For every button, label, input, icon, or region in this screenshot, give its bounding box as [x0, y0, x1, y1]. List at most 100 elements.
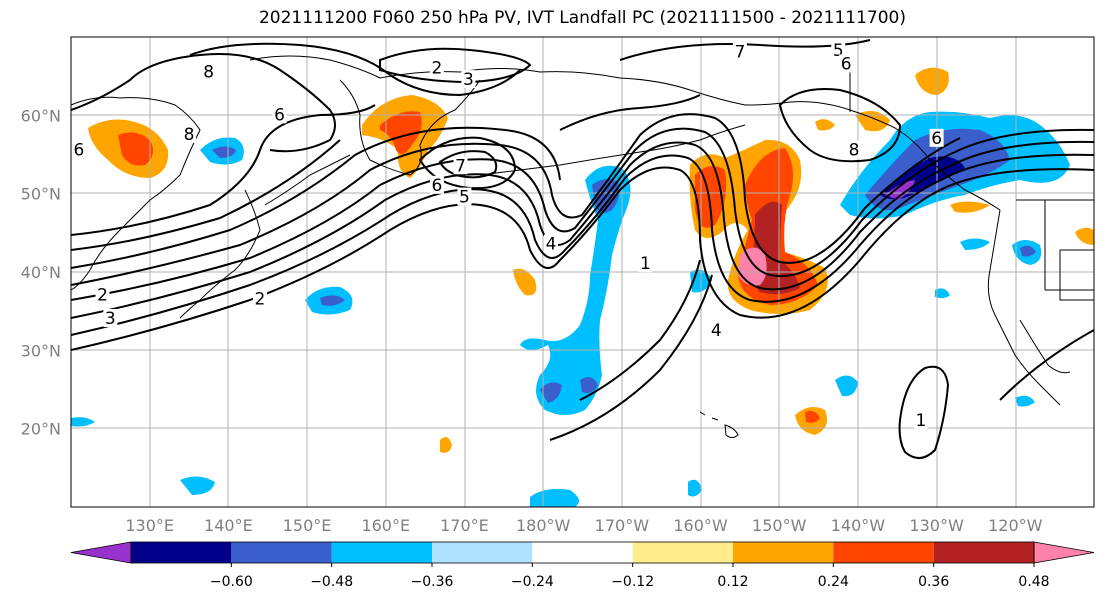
lon-tick-label: 120°W: [988, 516, 1043, 535]
contour-label: 5: [833, 41, 844, 61]
pv-negative-extreme: [885, 180, 915, 200]
contour-label-bg: [929, 128, 944, 147]
pv-positive-region: [1075, 227, 1094, 245]
colorbar-frame: [130, 541, 1035, 564]
pv-negative-region: [688, 479, 702, 497]
lon-tick-label: 150°W: [752, 516, 807, 535]
pv-negative-region: [960, 238, 990, 250]
contour-label-bg: [71, 140, 86, 159]
contour-line: [898, 365, 950, 459]
pv-negative-core: [1020, 245, 1036, 257]
latitude-labels: 20°N 30°N 40°N 50°N 60°N: [21, 106, 61, 438]
contour-line: [71, 153, 1094, 336]
contour-label: 4: [546, 235, 557, 255]
contour-label-bg: [913, 410, 928, 429]
colorbar: −0.60 −0.48 −0.36 −0.24 −0.12 0.12 0.24 0.36 0.4…: [70, 541, 1095, 590]
contour-line: [71, 139, 341, 251]
contour-line: [71, 113, 961, 286]
contour-label-bg: [461, 70, 476, 89]
colorbar-tick-label: 0.36: [918, 574, 949, 590]
contour-line: [418, 136, 517, 190]
lon-tick-label: 140°E: [204, 516, 253, 535]
lon-tick-label: 180°W: [516, 516, 571, 535]
us-states: [1044, 200, 1094, 301]
contour-label: 8: [849, 141, 860, 161]
contour-label: 6: [931, 129, 942, 149]
contour-label: 2: [254, 289, 265, 309]
pv-negative-region: [71, 417, 95, 427]
gridlines: [71, 37, 1094, 507]
pv-negative-region: [180, 476, 215, 495]
pv-positive-core: [805, 410, 820, 423]
lon-tick-label: 150°E: [283, 516, 332, 535]
contour-label-bg: [457, 187, 472, 206]
pv-positive-core: [380, 111, 422, 154]
kamchatka-coast: [339, 79, 481, 176]
contour-label-bg: [709, 320, 724, 339]
lat-tick-label: 60°N: [21, 106, 61, 125]
colorbar-segment: [733, 542, 834, 563]
pv-negative-core: [580, 376, 598, 394]
contour-label: 6: [432, 176, 443, 196]
contour-label-bg: [201, 62, 216, 81]
pv-positive-region: [915, 67, 949, 95]
asia-coast: [71, 96, 201, 291]
lat-tick-label: 20°N: [21, 420, 61, 439]
contour-label-bg: [429, 58, 444, 77]
contour-label: 6: [73, 141, 84, 161]
colorbar-tick-label: −0.36: [411, 574, 454, 590]
colorbar-segment: [833, 542, 934, 563]
pv-negative-region: [835, 375, 858, 397]
lat-tick-label: 30°N: [21, 341, 61, 360]
contour-label-bg: [839, 54, 854, 73]
pv-positive-region: [815, 119, 835, 131]
contour-label: 8: [184, 125, 195, 145]
map-frame: [70, 36, 1095, 508]
aleutian-chain: [479, 124, 746, 176]
pv-negative-core: [540, 382, 562, 403]
height-contours: [71, 39, 1094, 459]
canada-border: [849, 65, 1094, 201]
lon-tick-label: 160°W: [673, 516, 728, 535]
contour-label: 5: [459, 188, 470, 208]
contour-label-bg: [429, 175, 444, 194]
contour-label: 1: [640, 254, 651, 274]
contour-label: 2: [97, 286, 108, 306]
lat-tick-label: 50°N: [21, 185, 61, 204]
contour-line: [549, 274, 713, 441]
pv-positive-region: [440, 436, 452, 453]
colorbar-tick-label: 0.12: [717, 574, 748, 590]
contour-line: [778, 88, 902, 163]
colorbar-tick-label: −0.48: [310, 574, 353, 590]
pv-negative-region: [520, 165, 631, 415]
chart-title: 2021111200 F060 250 hPa PV, IVT Landfall…: [258, 8, 906, 28]
colorbar-segment: [331, 542, 432, 563]
lat-tick-label: 40°N: [21, 263, 61, 282]
lon-tick-label: 130°W: [909, 516, 964, 535]
contour-line: [71, 127, 1094, 301]
contour-label: 6: [274, 105, 285, 125]
contour-label: 1: [915, 411, 926, 431]
colorbar-tick-label: 0.24: [818, 574, 849, 590]
colorbar-tick-label: −0.12: [611, 574, 654, 590]
contour-label: 7: [455, 156, 466, 176]
colorbar-tick-label: −0.24: [511, 574, 554, 590]
contour-label: 3: [105, 309, 116, 329]
na-west-coast: [987, 209, 1061, 406]
colorbar-segment: [432, 542, 533, 563]
pv-negative-region: [1015, 395, 1035, 407]
contour-label-bg: [103, 309, 118, 327]
colorbar-tick-label: −0.60: [210, 574, 253, 590]
contour-label: 8: [203, 62, 214, 82]
contour-label-bg: [846, 140, 861, 159]
contour-line: [71, 166, 1094, 351]
contour-line: [579, 259, 701, 401]
contour-line: [438, 150, 498, 179]
contour-line: [71, 140, 1094, 319]
pv-positive-region: [513, 268, 537, 296]
pv-negative-core: [320, 295, 345, 306]
contour-label-bg: [732, 42, 747, 61]
